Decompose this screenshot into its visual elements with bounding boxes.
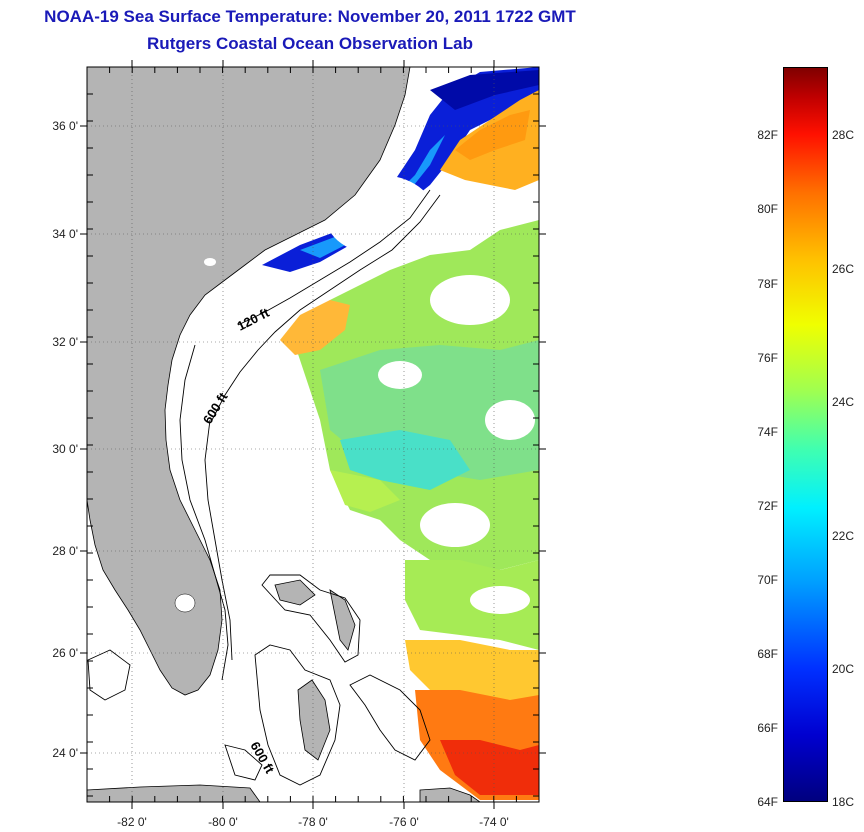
lat-label-32: 32 0' — [52, 335, 78, 349]
temperature-colorbar — [783, 67, 828, 802]
colorbar-f-82: 82F — [757, 128, 778, 142]
land-mass — [87, 67, 481, 802]
colorbar-c-18: 18C — [832, 795, 855, 809]
bahama-bank-outline — [261, 574, 361, 663]
colorbar-c-26: 26C — [832, 262, 855, 276]
colorbar-f-74: 74F — [757, 425, 778, 439]
isobaths — [87, 189, 441, 786]
isobath-600ft — [211, 194, 441, 421]
lon-label-80: -80 0' — [208, 815, 238, 829]
colorbar-f-76: 76F — [757, 351, 778, 365]
isobath-120ft — [237, 189, 431, 326]
colorbar-f-78: 78F — [757, 277, 778, 291]
lat-label-24: 24 0' — [52, 746, 78, 760]
graticule — [87, 67, 539, 802]
us-east-coast — [87, 67, 411, 696]
axis-ticks — [80, 60, 546, 809]
sst-cold-nearshore — [262, 67, 539, 272]
colorbar-f-64: 64F — [757, 795, 778, 809]
lon-label-74: -74 0' — [479, 815, 509, 829]
great-bahama — [274, 579, 316, 606]
colorbar-c-24: 24C — [832, 395, 855, 409]
colorbar-f-80: 80F — [757, 202, 778, 216]
colorbar-c-22: 22C — [832, 529, 855, 543]
lon-label-78: -78 0' — [298, 815, 328, 829]
lat-label-26: 26 0' — [52, 646, 78, 660]
lon-label-76: -76 0' — [389, 815, 419, 829]
lat-label-30: 30 0' — [52, 442, 78, 456]
colorbar-f-68: 68F — [757, 647, 778, 661]
colorbar-f-66: 66F — [757, 721, 778, 735]
lon-label-82: -82 0' — [117, 815, 147, 829]
lat-label-34: 34 0' — [52, 227, 78, 241]
map-title: NOAA-19 Sea Surface Temperature: Novembe… — [44, 7, 576, 26]
andros-island — [297, 679, 331, 761]
lat-label-28: 28 0' — [52, 544, 78, 558]
sst-data-layer — [262, 67, 539, 800]
colorbar-c-28: 28C — [832, 128, 855, 142]
lat-label-36: 36 0' — [52, 119, 78, 133]
colorbar-f-70: 70F — [757, 573, 778, 587]
colorbar-f-72: 72F — [757, 499, 778, 513]
abaco-island — [329, 589, 356, 651]
map-subtitle: Rutgers Coastal Ocean Observation Lab — [147, 34, 473, 53]
colorbar-c-20: 20C — [832, 662, 855, 676]
